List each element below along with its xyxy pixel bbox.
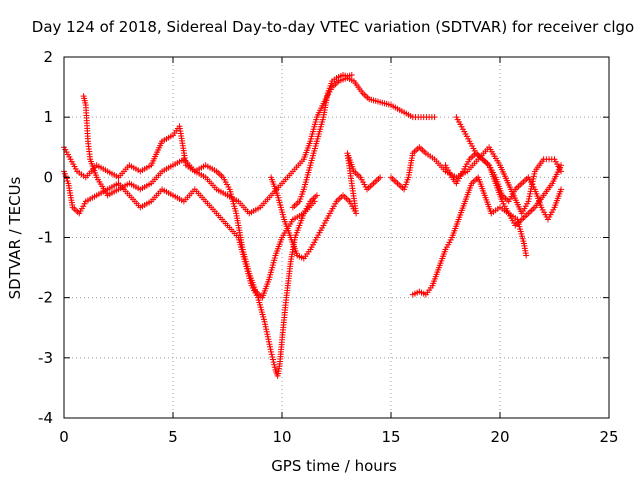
data-point	[270, 359, 277, 366]
data-point	[558, 186, 565, 193]
data-point	[530, 173, 537, 180]
data-point	[523, 252, 530, 259]
x-tick-label: 5	[168, 428, 178, 446]
series-track-E	[289, 72, 355, 211]
series-track-A	[61, 168, 320, 379]
data-point	[526, 190, 533, 197]
x-axis-label: GPS time / hours	[271, 457, 397, 475]
x-tick-label: 0	[59, 428, 69, 446]
data-point	[262, 321, 269, 328]
data-point	[265, 338, 272, 345]
data-point	[267, 343, 274, 350]
data-point	[261, 318, 268, 325]
data-point	[268, 348, 275, 355]
data-point	[431, 114, 438, 121]
y-tick-label: -1	[38, 229, 53, 247]
data-point	[263, 326, 270, 333]
x-tick-label: 15	[381, 428, 400, 446]
y-tick-label: -3	[38, 349, 53, 367]
data-point	[271, 364, 278, 371]
data-point	[377, 174, 384, 181]
y-tick-label: 2	[43, 48, 53, 66]
data-point	[313, 192, 320, 199]
data-point	[263, 328, 270, 335]
data-point	[558, 162, 565, 169]
data-point	[267, 346, 274, 353]
y-tick-label: -2	[38, 289, 53, 307]
data-point	[525, 198, 532, 205]
axis-ticks: 0 5 10 15 20 25 -4 -3 -2 -1 0 1 2	[38, 48, 619, 446]
grid-lines	[64, 57, 609, 418]
data-point	[264, 331, 271, 338]
y-tick-label: 0	[43, 168, 53, 186]
data-point	[269, 353, 276, 360]
data-point	[527, 188, 534, 195]
data-point	[264, 333, 271, 340]
series-track-G	[409, 174, 530, 298]
y-axis-label: SDTVAR / TECUs	[6, 176, 24, 299]
x-tick-label: 10	[272, 428, 291, 446]
data-point	[262, 323, 269, 330]
series-track-D	[268, 150, 384, 262]
data-points	[61, 72, 565, 379]
y-tick-label: -4	[38, 409, 53, 427]
series-track-B	[61, 123, 318, 301]
data-point	[531, 170, 538, 177]
data-point	[269, 356, 276, 363]
data-point	[525, 195, 532, 202]
series-track-I	[453, 114, 565, 229]
data-point	[530, 175, 537, 182]
data-point	[268, 351, 275, 358]
data-point	[271, 361, 278, 368]
data-point	[311, 198, 318, 205]
x-tick-label: 25	[599, 428, 618, 446]
data-point	[266, 341, 273, 348]
data-point	[348, 72, 355, 79]
series-track-F	[388, 144, 565, 217]
series-track-C	[80, 75, 438, 217]
data-point	[265, 336, 272, 343]
y-tick-label: 1	[43, 108, 53, 126]
x-tick-label: 20	[490, 428, 509, 446]
chart-title: Day 124 of 2018, Sidereal Day-to-day VTE…	[32, 18, 634, 36]
data-point	[526, 193, 533, 200]
